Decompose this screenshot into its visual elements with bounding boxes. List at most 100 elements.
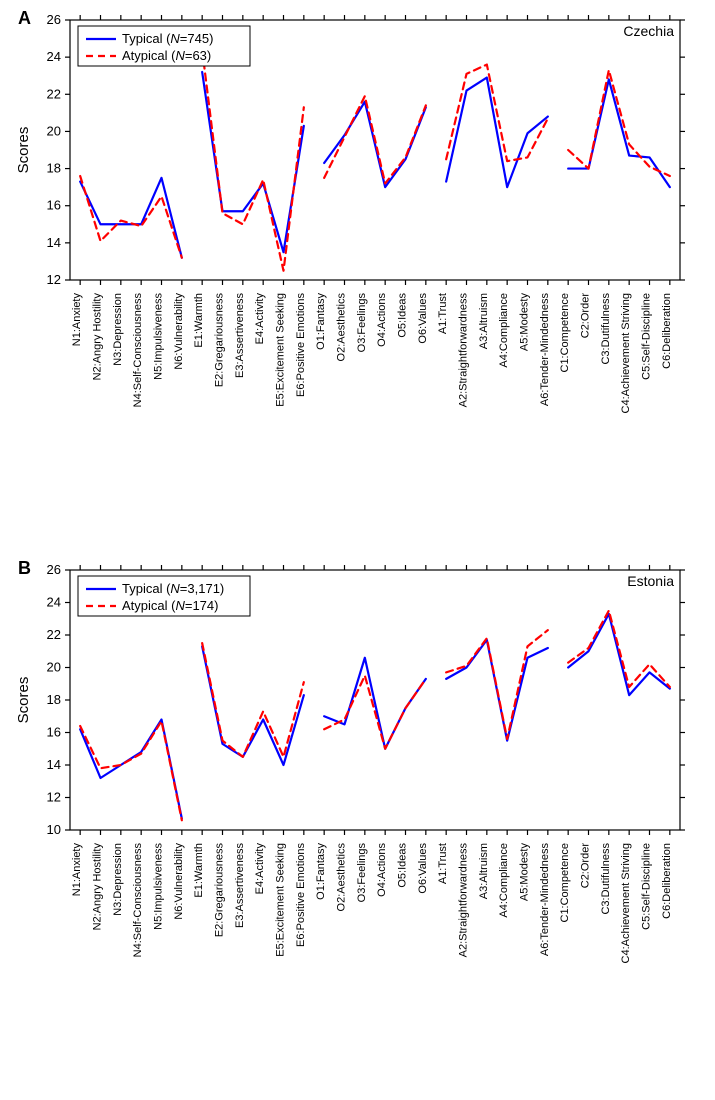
x-tick-label: E5:Excitement Seeking — [275, 293, 287, 407]
y-tick-label: 12 — [47, 790, 61, 805]
x-tick-label: N1:Anxiety — [71, 843, 83, 897]
y-tick-label: 12 — [47, 272, 61, 287]
series-typical — [80, 178, 182, 258]
x-tick-label: A3:Altruism — [478, 293, 490, 349]
y-tick-label: 16 — [47, 725, 61, 740]
panel-a: 12 14 16 18 20 22 24 26 N1:Anxiety N2:Angry Hosti… — [0, 0, 715, 550]
panel-b: 101214161820222426N1:AnxietyN2:Angry Hos… — [0, 550, 715, 1100]
x-tick-label: E4:Activity — [254, 293, 266, 345]
series-atypical — [80, 721, 182, 820]
x-tick-label: O2:Aesthetics — [336, 843, 348, 912]
x-tick-label: N4:Self-Consciousness — [132, 293, 144, 408]
legend-label-atypical: Atypical (N=63) — [122, 48, 211, 63]
x-tick-label: O2:Aesthetics — [336, 293, 348, 362]
x-tick-label: N3:Depression — [112, 843, 124, 916]
y-tick-label: 22 — [47, 627, 61, 642]
series-atypical — [568, 70, 670, 176]
x-tick-label: E1:Warmth — [193, 843, 205, 898]
x-tick-label: E6:Positive Emotions — [295, 293, 307, 397]
y-tick-label: 20 — [47, 660, 61, 675]
x-tick-label: A6:Tender-Mindedness — [539, 843, 551, 957]
y-tick-label: 26 — [47, 562, 61, 577]
x-tick-label: O6:Values — [417, 293, 429, 344]
x-tick-label: C4:Achievement Striving — [620, 843, 632, 963]
series-atypical — [80, 176, 182, 258]
series-atypical — [446, 630, 548, 739]
country-label: Estonia — [627, 573, 674, 589]
x-tick-label: C3:Dutifulness — [600, 843, 612, 915]
x-tick-label: E3:Assertiveness — [234, 293, 246, 378]
x-tick-label: C3:Dutifulness — [600, 293, 612, 365]
x-tick-label: C5:Self-Discipline — [641, 293, 653, 380]
x-tick-label: O4:Actions — [376, 293, 388, 347]
series-atypical — [324, 676, 426, 749]
y-tick-label: 14 — [47, 757, 61, 772]
x-tick-label: O1:Fantasy — [315, 843, 327, 900]
x-tick-label: N5:Impulsiveness — [153, 843, 165, 930]
y-tick-label: 26 — [47, 12, 61, 27]
series-atypical — [202, 50, 304, 271]
x-tick-label: C2:Order — [580, 843, 592, 889]
country-label: Czechia — [623, 23, 674, 39]
x-tick-label: C1:Competence — [559, 293, 571, 373]
series-typical — [80, 720, 182, 819]
y-tick-label: 24 — [47, 49, 61, 64]
x-tick-label: C4:Achievement Striving — [620, 293, 632, 413]
chart-svg: 101214161820222426N1:AnxietyN2:Angry Hos… — [0, 550, 715, 1100]
panel-label: A — [18, 8, 31, 29]
series-typical — [568, 614, 670, 695]
series-typical — [568, 79, 670, 187]
y-tick-label: 22 — [47, 86, 61, 101]
x-tick-label: N4:Self-Consciousness — [132, 843, 144, 958]
legend-label-atypical: Atypical (N=174) — [122, 598, 218, 613]
x-tick-label: A5:Modesty — [519, 843, 531, 902]
x-tick-label: E2:Gregariousness — [214, 293, 226, 388]
x-tick-label: N6:Vulnerability — [173, 293, 185, 370]
x-tick-label: N3:Depression — [112, 293, 124, 366]
x-tick-label: A3:Altruism — [478, 843, 490, 899]
x-tick-label: A1:Trust — [437, 293, 449, 334]
legend-label-typical: Typical (N=3,171) — [122, 581, 224, 596]
x-tick-label: E2:Gregariousness — [214, 843, 226, 938]
x-tick-label: N2:Angry Hostility — [92, 293, 104, 381]
x-tick-label: O3:Feelings — [356, 843, 368, 903]
x-tick-label: E1:Warmth — [193, 293, 205, 348]
y-tick-label: 16 — [47, 198, 61, 213]
series-atypical — [324, 96, 426, 183]
y-tick-label: 18 — [47, 161, 61, 176]
x-tick-label: E4:Activity — [254, 843, 266, 895]
series-typical — [324, 658, 426, 749]
x-tick-label: N5:Impulsiveness — [153, 293, 165, 380]
x-tick-label: N6:Vulnerability — [173, 843, 185, 920]
x-tick-label: A1:Trust — [437, 843, 449, 884]
series-typical — [202, 646, 304, 765]
x-tick-label: A5:Modesty — [519, 293, 531, 352]
x-tick-label: O6:Values — [417, 843, 429, 894]
x-tick-label: O1:Fantasy — [315, 293, 327, 350]
x-tick-label: N2:Angry Hostility — [92, 843, 104, 931]
x-tick-label: A2:Straightforwardness — [458, 293, 470, 408]
x-tick-label: A2:Straightforwardness — [458, 843, 470, 958]
x-tick-label: E3:Assertiveness — [234, 843, 246, 928]
figure-container: 12 14 16 18 20 22 24 26 N1:Anxiety N2:Angry Hosti… — [0, 0, 715, 1100]
x-tick-label: C5:Self-Discipline — [641, 843, 653, 930]
y-tick-label: 20 — [47, 123, 61, 138]
x-tick-label: N1:Anxiety — [71, 293, 83, 347]
x-tick-label: E5:Excitement Seeking — [275, 843, 287, 957]
x-tick-label: O5:Ideas — [397, 843, 409, 888]
y-axis-label: Scores — [15, 677, 32, 724]
x-tick-label: A4:Compliance — [498, 293, 510, 368]
x-tick-label: A6:Tender-Mindedness — [539, 293, 551, 407]
x-tick-label: O4:Actions — [376, 843, 388, 897]
y-tick-label: 24 — [47, 595, 61, 610]
x-tick-label: C2:Order — [580, 293, 592, 339]
y-axis-label: Scores — [15, 127, 32, 174]
y-tick-label: 18 — [47, 692, 61, 707]
x-tick-label: C6:Deliberation — [661, 843, 673, 919]
y-tick-label: 14 — [47, 235, 61, 250]
x-tick-label: O3:Feelings — [356, 293, 368, 353]
x-tick-label: E6:Positive Emotions — [295, 843, 307, 947]
legend-label-typical: Typical (N=745) — [122, 31, 213, 46]
chart-svg: 12 14 16 18 20 22 24 26 N1:Anxiety N2:Angry Hosti… — [0, 0, 715, 550]
x-tick-label: C1:Competence — [559, 843, 571, 923]
